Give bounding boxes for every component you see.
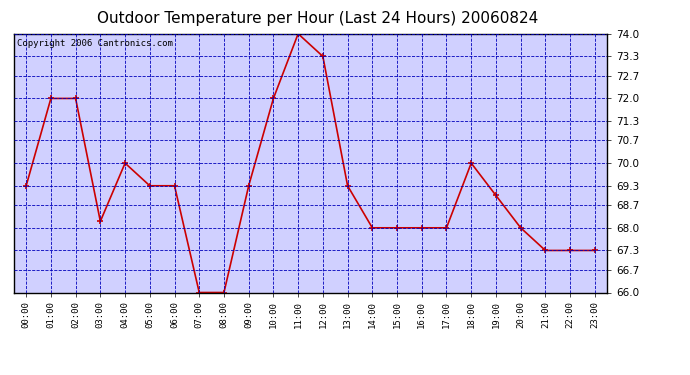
Text: Outdoor Temperature per Hour (Last 24 Hours) 20060824: Outdoor Temperature per Hour (Last 24 Ho… (97, 11, 538, 26)
Text: Copyright 2006 Cantronics.com: Copyright 2006 Cantronics.com (17, 39, 172, 48)
